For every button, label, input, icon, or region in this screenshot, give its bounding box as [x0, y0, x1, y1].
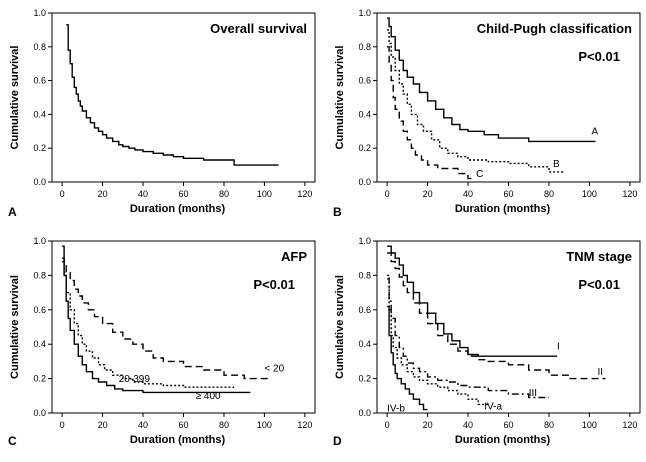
panel-c-ytick-label: 1.0	[33, 236, 46, 246]
panel-c-series-label: 20-399	[119, 374, 151, 385]
panel-d-xlabel: Duration (months)	[455, 434, 551, 446]
panel-c-xtick-label: 100	[257, 420, 272, 430]
panel-b-xtick-label: 80	[544, 189, 554, 199]
panel-a-xtick-label: 80	[219, 189, 229, 199]
panel-c-series-label: ≥ 400	[196, 391, 221, 402]
panel-a-ytick-label: 0.4	[33, 109, 46, 119]
panel-b-ytick-label: 0.2	[358, 143, 371, 153]
panel-a-xtick-label: 100	[257, 189, 272, 199]
panel-b-ytick-label: 0.6	[358, 76, 371, 86]
panel-d-xtick-label: 60	[503, 420, 513, 430]
panel-b-ytick-label: 0.0	[358, 177, 371, 187]
panel-a-title: Overall survival	[210, 21, 307, 36]
panel-b-xlabel: Duration (months)	[455, 203, 551, 215]
panel-d-xtick-label: 40	[463, 420, 473, 430]
panel-d-series-label: I	[557, 341, 560, 352]
panel-c-ytick-label: 0.6	[33, 305, 46, 315]
panel-a-xtick-label: 120	[297, 189, 312, 199]
panel-c-ytick-label: 0.0	[33, 408, 46, 418]
panel-c-series-20399-curve	[62, 260, 235, 388]
panel-c-letter: C	[8, 434, 17, 448]
panel-b-series-B-curve	[387, 29, 566, 173]
panel-d-series-label: II	[598, 367, 604, 378]
panel-d-title: TNM stage	[566, 249, 632, 264]
panel-d-xtick-label: 100	[582, 420, 597, 430]
panel-d-letter: D	[333, 434, 342, 448]
panel-b-title: Child-Pugh classification	[477, 21, 632, 36]
panel-d-series-label: IV-a	[484, 402, 502, 413]
panel-d-ytick-label: 1.0	[358, 236, 371, 246]
panel-d-xtick-label: 80	[544, 420, 554, 430]
panel-d-ytick-label: 0.8	[358, 270, 371, 280]
panel-d-series-IVb-curve	[387, 305, 428, 411]
panel-c-frame	[51, 240, 316, 414]
panel-b-series-label: C	[476, 169, 483, 180]
panel-d-series-label: IV-b	[387, 403, 405, 414]
panel-b-ytick-label: 0.8	[358, 42, 371, 52]
panel-c-xtick-label: 40	[138, 420, 148, 430]
panel-d-xtick-label: 120	[622, 420, 637, 430]
panel-c-pvalue: P<0.01	[253, 277, 295, 292]
panel-b-xtick-label: 20	[423, 189, 433, 199]
panel-b-ytick-label: 1.0	[358, 8, 371, 18]
panel-c-xtick-label: 0	[60, 420, 65, 430]
panel-a-ytick-label: 0.0	[33, 177, 46, 187]
panel-d-ytick-label: 0.0	[358, 408, 371, 418]
panel-d-ytick-label: 0.2	[358, 374, 371, 384]
panel-d-xtick-label: 20	[423, 420, 433, 430]
panel-a-ytick-label: 0.6	[33, 76, 46, 86]
panel-d-ytick-label: 0.4	[358, 339, 371, 349]
panel-c-ylabel: Cumulative survival	[9, 275, 21, 379]
panel-d-series-IVa-curve	[387, 274, 489, 406]
panel-b-xtick-label: 40	[463, 189, 473, 199]
panel-b-xtick-label: 120	[622, 189, 637, 199]
panel-d-series-III-curve	[387, 278, 549, 399]
panel-a-xtick-label: 60	[178, 189, 188, 199]
panel-d-pvalue: P<0.01	[578, 277, 620, 292]
panel-c-xtick-label: 60	[178, 420, 188, 430]
panel-a-series-survival-curve	[66, 24, 279, 166]
panel-c-ytick-label: 0.4	[33, 339, 46, 349]
panel-b-xtick-label: 60	[503, 189, 513, 199]
panel-a-xlabel: Duration (months)	[130, 203, 226, 215]
panel-b-series-C-curve	[387, 46, 473, 180]
panel-c-series-20-curve	[62, 257, 269, 380]
panel-c-ytick-label: 0.8	[33, 270, 46, 280]
panel-a-xtick-label: 0	[60, 189, 65, 199]
panel-b-letter: B	[333, 205, 342, 219]
panel-c-xtick-label: 20	[98, 420, 108, 430]
panel-a-ytick-label: 0.8	[33, 42, 46, 52]
panel-b-ytick-label: 0.4	[358, 109, 371, 119]
panel-d-series-I-curve	[387, 245, 558, 357]
panel-a-ylabel: Cumulative survival	[9, 46, 21, 150]
panel-b-xtick-label: 0	[385, 189, 390, 199]
panel-b-series-label: A	[591, 127, 598, 138]
panel-c-title: AFP	[281, 249, 307, 264]
panel-a-ytick-label: 1.0	[33, 8, 46, 18]
panel-a-xtick-label: 20	[98, 189, 108, 199]
panel-c-series-400-curve	[62, 245, 251, 394]
panel-c-series-label: < 20	[264, 364, 284, 375]
panel-b-pvalue: P<0.01	[578, 49, 620, 64]
panel-d-series-label: III	[529, 388, 537, 399]
panel-d-xtick-label: 0	[385, 420, 390, 430]
panel-c-xlabel: Duration (months)	[130, 434, 226, 446]
panel-d-series-II-curve	[387, 252, 606, 380]
panel-c-ytick-label: 0.2	[33, 374, 46, 384]
panel-b-series-label: B	[553, 159, 560, 170]
panel-b-series-A-curve	[387, 17, 596, 143]
panel-d-ylabel: Cumulative survival	[334, 275, 346, 379]
panel-c-xtick-label: 120	[297, 420, 312, 430]
panel-b-ylabel: Cumulative survival	[334, 46, 346, 150]
panel-a-xtick-label: 40	[138, 189, 148, 199]
panel-b-xtick-label: 100	[582, 189, 597, 199]
panel-a-letter: A	[8, 205, 17, 219]
panel-d-frame	[376, 240, 641, 414]
panel-d-ytick-label: 0.6	[358, 305, 371, 315]
panel-c-xtick-label: 80	[219, 420, 229, 430]
panel-b-frame	[376, 12, 641, 183]
panel-a-ytick-label: 0.2	[33, 143, 46, 153]
